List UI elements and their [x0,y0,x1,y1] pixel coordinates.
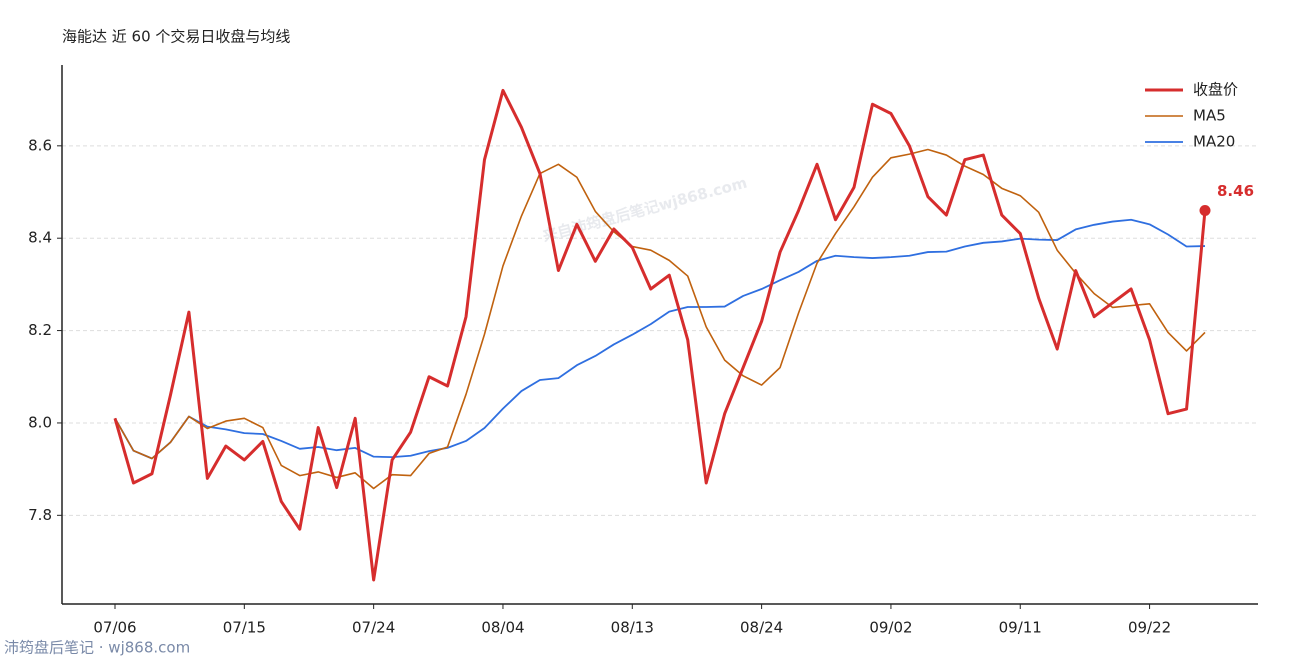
y-tick-label: 8.2 [28,321,52,339]
footer: 沛筠盘后笔记 · wj868.com [4,639,190,657]
x-tick-label: 09/02 [869,619,912,637]
chart-title: 海能达 近 60 个交易日收盘与均线 [62,28,290,46]
x-tick-label: 08/13 [611,619,654,637]
legend-label: 收盘价 [1193,81,1238,99]
legend-label: MA20 [1193,133,1235,151]
last-value-label: 8.46 [1217,182,1254,200]
y-tick-label: 8.0 [28,413,52,431]
x-tick-label: 07/15 [223,619,266,637]
series-line [114,218,1206,460]
x-tick-label: 08/24 [740,619,783,637]
series-line [113,88,1207,582]
x-tick-label: 07/24 [352,619,395,637]
x-tick-label: 08/04 [481,619,524,637]
series-line [114,148,1206,490]
x-tick-label: 09/22 [1128,619,1171,637]
y-tick-label: 7.8 [28,506,52,524]
last-point [1199,204,1211,216]
y-tick-label: 8.4 [28,229,52,247]
y-tick-label: 8.6 [28,136,52,154]
legend-label: MA5 [1193,107,1226,125]
x-tick-label: 07/06 [93,619,136,637]
x-tick-label: 09/11 [999,619,1042,637]
